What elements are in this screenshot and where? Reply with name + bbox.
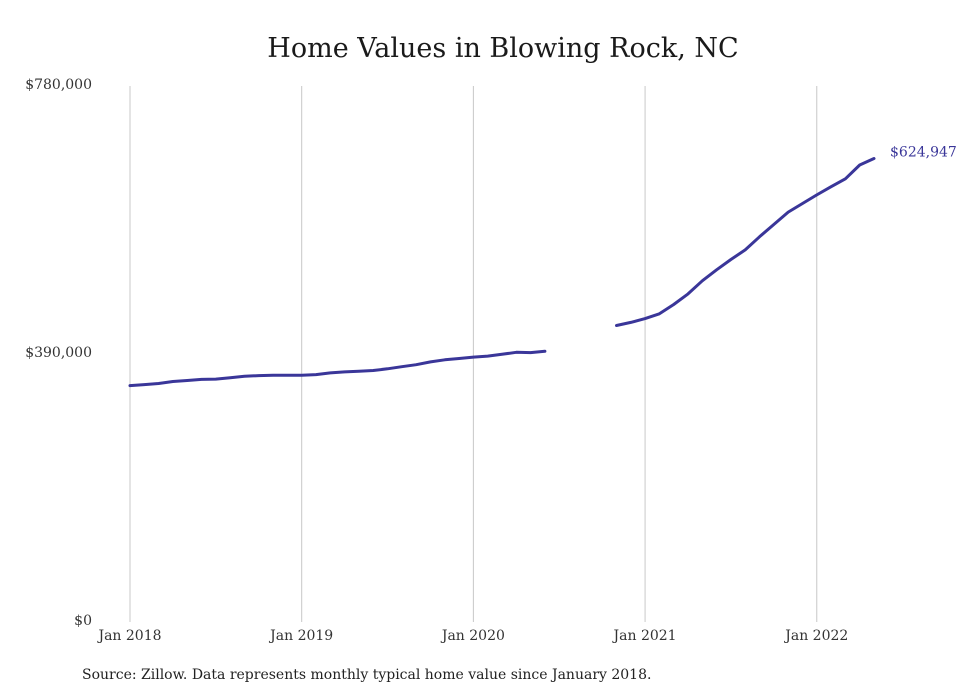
x-axis-ticks: Jan 2018 Jan 2019 Jan 2020 Jan 2021 Jan 2022 bbox=[96, 628, 848, 644]
y-tick-label: $390,000 bbox=[25, 345, 92, 361]
x-tick-label: Jan 2018 bbox=[96, 628, 161, 644]
chart-title: Home Values in Blowing Rock, NC bbox=[267, 33, 738, 64]
y-tick-label: $0 bbox=[74, 613, 92, 629]
series-line-segment-1 bbox=[128, 349, 547, 388]
x-tick-label: Jan 2021 bbox=[612, 628, 677, 644]
source-note: Source: Zillow. Data represents monthly … bbox=[82, 667, 652, 683]
x-tick-label: Jan 2020 bbox=[440, 628, 505, 644]
y-axis-ticks: $0 $390,000 $780,000 bbox=[25, 77, 92, 629]
x-tick-label: Jan 2019 bbox=[268, 628, 333, 644]
series-line-segment-2 bbox=[615, 157, 876, 327]
gridlines bbox=[129, 86, 818, 622]
end-value-label: $624,947 bbox=[890, 144, 957, 160]
series-lines bbox=[128, 157, 876, 388]
x-tick-label: Jan 2022 bbox=[783, 628, 848, 644]
y-tick-label: $780,000 bbox=[25, 77, 92, 93]
